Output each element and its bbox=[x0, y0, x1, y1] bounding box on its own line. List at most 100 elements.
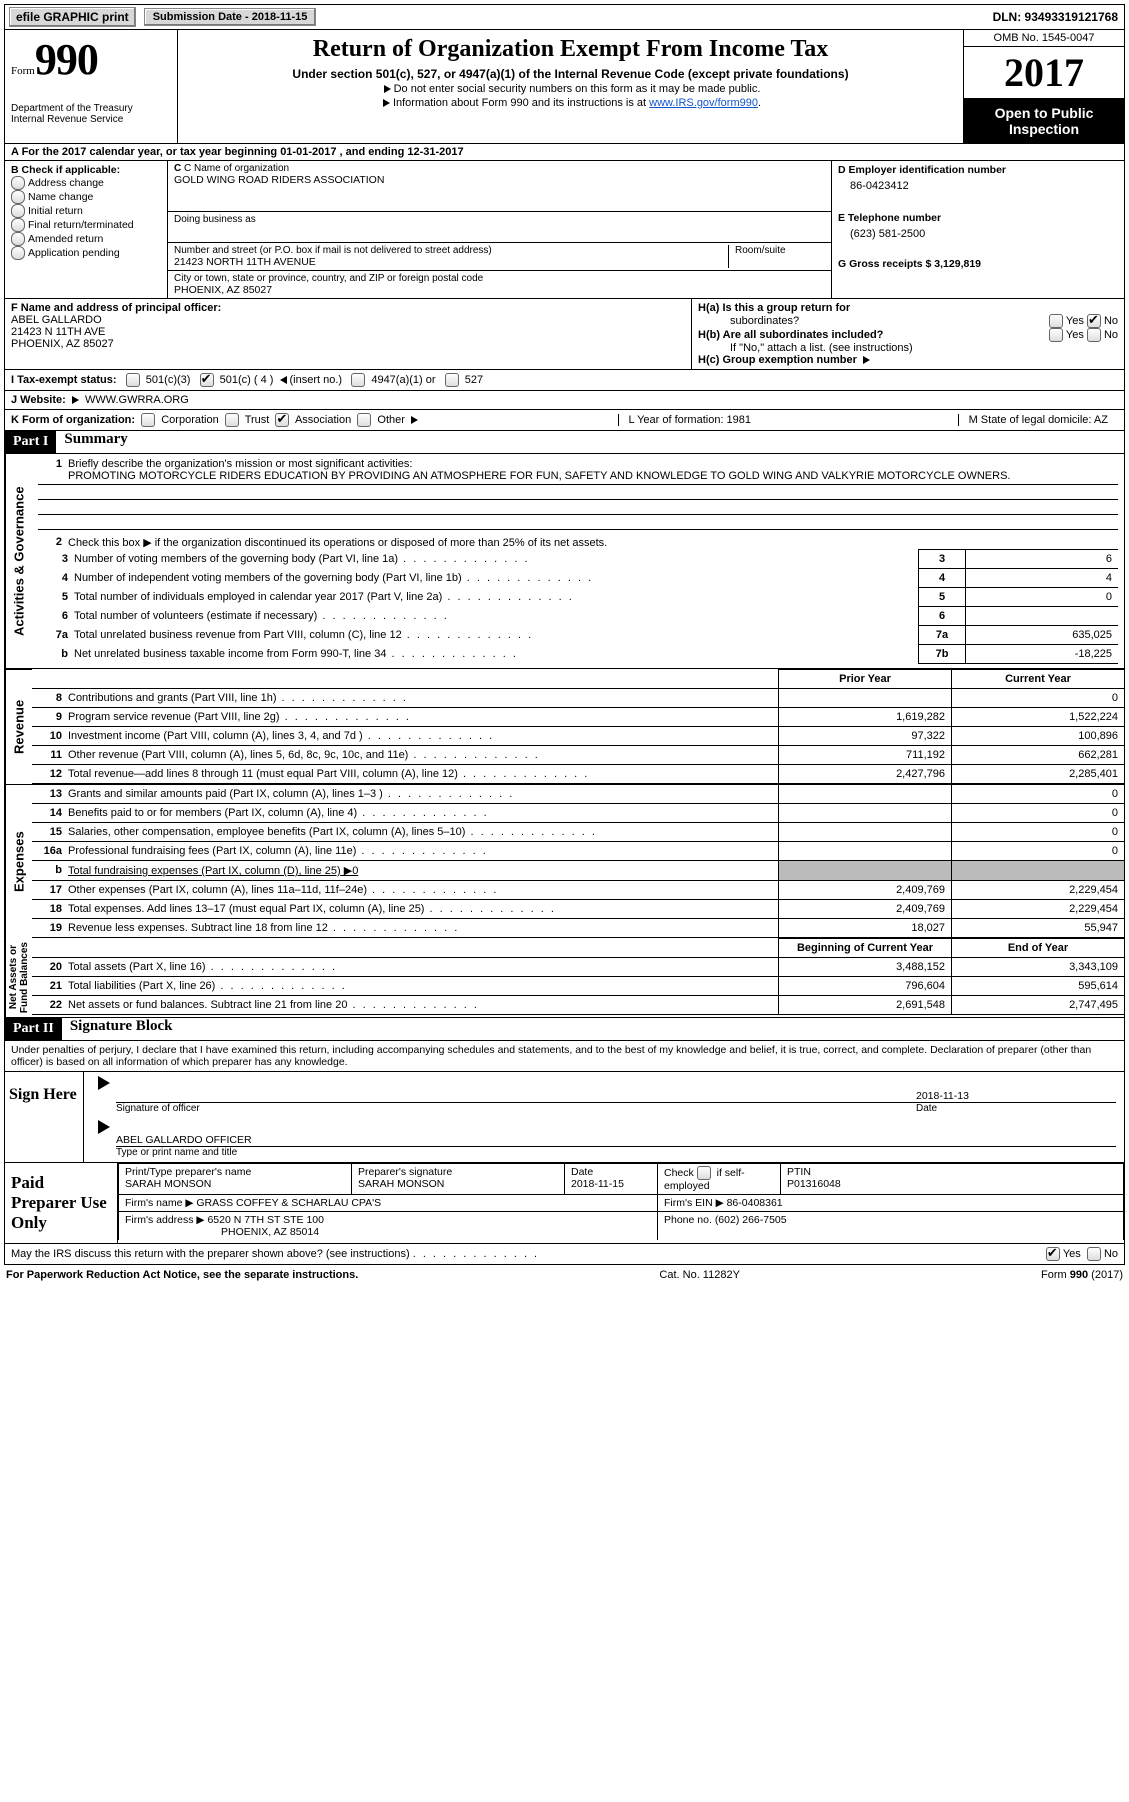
discuss-question: May the IRS discuss this return with the… bbox=[11, 1248, 410, 1260]
trust-checkbox[interactable] bbox=[225, 413, 239, 427]
prep-name: SARAH MONSON bbox=[125, 1178, 345, 1190]
address-change-checkbox[interactable] bbox=[11, 176, 25, 190]
org-name-label: C Name of organization bbox=[184, 163, 289, 174]
discuss-row: May the IRS discuss this return with the… bbox=[4, 1244, 1125, 1265]
prep-sig-label: Preparer's signature bbox=[358, 1166, 558, 1178]
application-pending-checkbox[interactable] bbox=[11, 246, 25, 260]
firm-addr2: PHOENIX, AZ 85014 bbox=[125, 1226, 319, 1238]
info-note: Information about Form 990 and its instr… bbox=[393, 97, 649, 109]
city-state-zip: PHOENIX, AZ 85027 bbox=[174, 284, 825, 296]
501c-checkbox[interactable] bbox=[200, 373, 214, 387]
ha-yes-checkbox[interactable] bbox=[1049, 314, 1063, 328]
trust-label: Trust bbox=[245, 414, 270, 426]
ptin-value: P01316048 bbox=[787, 1178, 1117, 1190]
name-title-label: Type or print name and title bbox=[116, 1147, 1116, 1158]
footer: For Paperwork Reduction Act Notice, see … bbox=[4, 1265, 1125, 1285]
mission-label: Briefly describe the organization's miss… bbox=[68, 458, 412, 470]
city-label: City or town, state or province, country… bbox=[174, 273, 825, 284]
other-label: Other bbox=[377, 414, 405, 426]
mission-text: PROMOTING MOTORCYCLE RIDERS EDUCATION BY… bbox=[38, 470, 1118, 482]
no-label: No bbox=[1104, 1248, 1118, 1260]
expenses-tab: Expenses bbox=[5, 784, 32, 938]
section-fh: F Name and address of principal officer:… bbox=[4, 299, 1125, 370]
firm-phone: (602) 266-7505 bbox=[715, 1214, 787, 1226]
assoc-checkbox[interactable] bbox=[275, 413, 289, 427]
final-return-checkbox[interactable] bbox=[11, 218, 25, 232]
open-public-2: Inspection bbox=[966, 121, 1122, 137]
tax-year: 2017 bbox=[964, 47, 1124, 99]
tax-status-label: I Tax-exempt status: bbox=[11, 374, 117, 386]
net-assets-section: Net Assets or Fund Balances Beginning of… bbox=[4, 938, 1125, 1018]
activities-governance: Activities & Governance 1Briefly describ… bbox=[4, 454, 1125, 669]
colb-label: B Check if applicable: bbox=[11, 164, 161, 176]
corp-checkbox[interactable] bbox=[141, 413, 155, 427]
501c3-checkbox[interactable] bbox=[126, 373, 140, 387]
sig-officer-label: Signature of officer bbox=[116, 1103, 916, 1114]
ha-no-checkbox[interactable] bbox=[1087, 314, 1101, 328]
part2-header: Part II Signature Block bbox=[4, 1018, 1125, 1041]
ha-sub: subordinates? bbox=[698, 315, 799, 327]
address-change-label: Address change bbox=[28, 177, 104, 189]
amended-return-checkbox[interactable] bbox=[11, 232, 25, 246]
signature-block: Sign Here 2018-11-13 Signature of office… bbox=[4, 1072, 1125, 1163]
omb-number: OMB No. 1545-0047 bbox=[964, 30, 1124, 47]
self-employed-checkbox[interactable] bbox=[697, 1166, 711, 1180]
ag-tab: Activities & Governance bbox=[5, 454, 32, 668]
top-bar: efile GRAPHIC print Submission Date - 20… bbox=[4, 4, 1125, 30]
sig-date: 2018-11-13 bbox=[916, 1090, 1116, 1102]
row-k: K Form of organization: Corporation Trus… bbox=[4, 410, 1125, 431]
527-label: 527 bbox=[465, 374, 483, 386]
ein-label: D Employer identification number bbox=[838, 164, 1118, 176]
other-checkbox[interactable] bbox=[357, 413, 371, 427]
yes-label: Yes bbox=[1063, 1248, 1081, 1260]
part2-title: Signature Block bbox=[62, 1018, 181, 1040]
arrow-icon bbox=[72, 396, 79, 404]
efile-print-button[interactable]: efile GRAPHIC print bbox=[9, 7, 136, 27]
section-bcde: B Check if applicable: Address change Na… bbox=[4, 161, 1125, 299]
firm-addr1: 6520 N 7TH ST STE 100 bbox=[207, 1214, 324, 1226]
revenue-table: Prior YearCurrent Year8Contributions and… bbox=[32, 669, 1124, 784]
paid-preparer-label: Paid Preparer Use Only bbox=[5, 1163, 118, 1243]
discuss-no-checkbox[interactable] bbox=[1087, 1247, 1101, 1261]
net-assets-tab: Net Assets or Fund Balances bbox=[5, 938, 32, 1017]
part1-label: Part I bbox=[5, 431, 56, 453]
firm-phone-label: Phone no. bbox=[664, 1214, 712, 1226]
phone-value: (623) 581-2500 bbox=[838, 224, 1118, 244]
expenses-table: 13Grants and similar amounts paid (Part … bbox=[32, 784, 1124, 938]
arrow-icon bbox=[98, 1120, 110, 1134]
name-change-checkbox[interactable] bbox=[11, 190, 25, 204]
hb-note: If "No," attach a list. (see instruction… bbox=[698, 342, 1118, 354]
arrow-icon bbox=[863, 356, 870, 364]
4947-checkbox[interactable] bbox=[351, 373, 365, 387]
arrow-icon bbox=[411, 416, 418, 424]
prep-name-label: Print/Type preparer's name bbox=[125, 1166, 345, 1178]
4947-label: 4947(a)(1) or bbox=[371, 374, 435, 386]
initial-return-checkbox[interactable] bbox=[11, 204, 25, 218]
preparer-block: Paid Preparer Use Only Print/Type prepar… bbox=[4, 1163, 1125, 1244]
yes-label: Yes bbox=[1066, 315, 1084, 327]
irs-link[interactable]: www.IRS.gov/form990 bbox=[649, 97, 758, 109]
ein-value: 86-0423412 bbox=[838, 176, 1118, 196]
date-label: Date bbox=[916, 1103, 1116, 1114]
hb-yes-checkbox[interactable] bbox=[1049, 328, 1063, 342]
no-label: No bbox=[1104, 329, 1118, 341]
discuss-yes-checkbox[interactable] bbox=[1046, 1247, 1060, 1261]
phone-label: E Telephone number bbox=[838, 212, 1118, 224]
open-public-1: Open to Public bbox=[966, 105, 1122, 121]
self-employed-label: Check if self-employed bbox=[664, 1167, 745, 1192]
footer-right: Form 990 (2017) bbox=[1041, 1269, 1123, 1281]
year-formation: L Year of formation: 1981 bbox=[618, 414, 762, 426]
arrow-icon bbox=[280, 376, 287, 384]
527-checkbox[interactable] bbox=[445, 373, 459, 387]
amended-return-label: Amended return bbox=[28, 233, 103, 245]
addr-label: Number and street (or P.O. box if mail i… bbox=[174, 245, 728, 256]
hb-no-checkbox[interactable] bbox=[1087, 328, 1101, 342]
officer-name: ABEL GALLARDO bbox=[11, 314, 685, 326]
street-address: 21423 NORTH 11TH AVENUE bbox=[174, 256, 728, 268]
officer-label: F Name and address of principal officer: bbox=[11, 302, 685, 314]
discontinued-label: Check this box ▶ if the organization dis… bbox=[68, 537, 607, 549]
hb-label: H(b) Are all subordinates included? bbox=[698, 329, 883, 341]
officer-addr1: 21423 N 11TH AVE bbox=[11, 326, 685, 338]
application-pending-label: Application pending bbox=[28, 247, 120, 259]
final-return-label: Final return/terminated bbox=[28, 219, 134, 231]
